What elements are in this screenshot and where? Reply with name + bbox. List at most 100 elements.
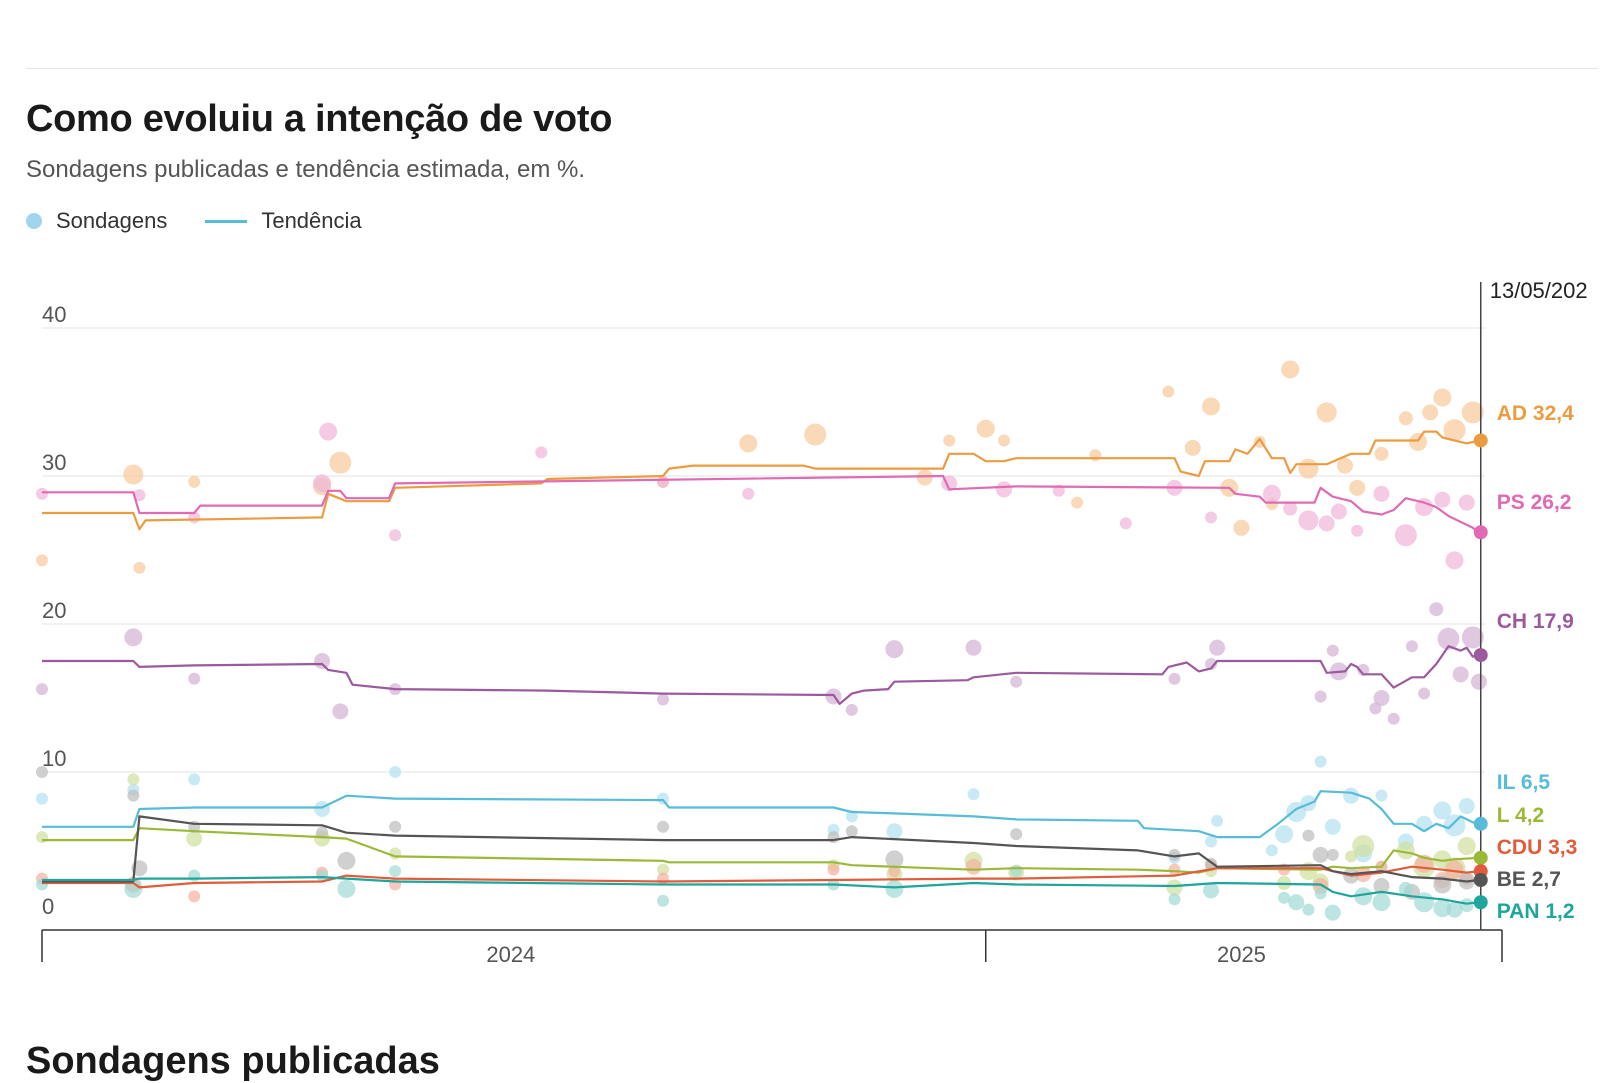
poll-point-il (1416, 815, 1433, 832)
poll-point-ch (188, 672, 201, 685)
poll-point-be (1168, 848, 1181, 861)
poll-point-ad (1349, 479, 1366, 496)
poll-point-ad (943, 434, 956, 447)
poll-point-ps (1330, 503, 1347, 520)
trend-line-ps (42, 474, 1480, 534)
poll-point-ps (535, 446, 548, 459)
poll-point-ps (1351, 524, 1364, 537)
poll-point-pan (337, 879, 356, 898)
trend-line-ad (42, 430, 1480, 531)
poll-point-ad (1233, 519, 1250, 536)
poll-point-ch (1357, 663, 1370, 676)
poll-point-ps (1052, 484, 1065, 497)
poll-point-pan (1278, 891, 1291, 904)
poll-point-ad (1316, 402, 1337, 423)
poll-point-ps (1394, 524, 1417, 547)
poll-point-il (1375, 789, 1388, 802)
line-chart[interactable]: 0 10 20 30 40 2024 2025 13/05/202 AD 32,4 PS 26,2… (0, 270, 1620, 1010)
y-tick-label: 40 (42, 302, 66, 327)
poll-point-ps (1434, 491, 1451, 508)
end-marker-be (1473, 873, 1488, 888)
poll-point-pan (1354, 887, 1373, 906)
poll-point-ad (123, 464, 144, 485)
end-label-l: L 4,2 (1497, 804, 1544, 827)
poll-point-ad (1162, 385, 1175, 398)
poll-point-ad (1281, 360, 1300, 379)
poll-point-l (1299, 862, 1318, 881)
poll-point-pan (1324, 904, 1341, 921)
poll-point-ps (36, 487, 48, 500)
end-marker-il (1473, 816, 1488, 831)
poll-point-pan (1398, 881, 1413, 896)
poll-point-be (1326, 848, 1339, 861)
poll-point-ch (314, 653, 331, 669)
poll-point-il (657, 792, 670, 805)
poll-point-pan (1446, 901, 1463, 918)
poll-point-cdu (657, 872, 670, 885)
poll-point-ch (1405, 640, 1418, 653)
poll-point-pan (1010, 865, 1023, 878)
poll-point-il (1443, 814, 1466, 837)
poll-point-cdu (1445, 860, 1464, 879)
poll-point-il (1314, 755, 1327, 768)
poll-point-ch (1470, 673, 1487, 690)
end-label-cdu: CDU 3,3 (1497, 836, 1578, 859)
legend-polls-label: Sondagens (56, 208, 168, 233)
poll-point-ad (916, 469, 933, 486)
poll-point-ad (1422, 404, 1439, 421)
poll-point-ch (332, 703, 349, 720)
end-label-be: BE 2,7 (1497, 868, 1561, 891)
y-tick-label: 30 (42, 450, 66, 475)
legend-item-polls: Sondagens (26, 208, 167, 234)
poll-dot-icon (26, 213, 42, 229)
poll-point-pan (1459, 898, 1474, 913)
poll-point-il (188, 773, 201, 786)
poll-point-l (1345, 850, 1358, 863)
poll-point-l (127, 773, 140, 786)
poll-point-ch (657, 693, 670, 706)
x-tick-label: 2024 (486, 942, 535, 967)
poll-point-ad (1298, 458, 1319, 479)
poll-point-ps (1283, 501, 1298, 516)
poll-point-il (886, 823, 903, 840)
poll-point-pan (1433, 899, 1452, 918)
poll-point-ch (1373, 690, 1390, 706)
end-label-il: IL 6,5 (1497, 771, 1551, 794)
poll-point-be (885, 850, 904, 869)
poll-point-cdu (965, 858, 982, 875)
poll-point-ps (1373, 485, 1390, 502)
poll-point-ch (885, 640, 904, 659)
y-tick-label: 0 (42, 894, 54, 919)
poll-point-l (1352, 835, 1375, 857)
chart-legend: Sondagens Tendência (26, 208, 400, 234)
chart-subtitle: Sondagens publicadas e tendência estimad… (26, 156, 586, 183)
trend-line-l (42, 827, 1479, 874)
poll-point-ch (845, 703, 858, 716)
poll-point-ps (1318, 515, 1335, 532)
poll-point-pan (885, 879, 904, 898)
poll-point-be (1373, 877, 1390, 894)
poll-point-ch (1461, 626, 1484, 649)
poll-point-ad (1184, 439, 1201, 456)
poll-point-ch (1326, 644, 1339, 657)
end-marker-l (1473, 850, 1488, 865)
poll-point-ad (36, 554, 48, 567)
poll-point-ps (1445, 551, 1464, 570)
poll-point-ad (1202, 397, 1221, 416)
poll-point-be (316, 826, 329, 839)
poll-point-ps (319, 422, 338, 441)
top-divider (26, 68, 1598, 69)
poll-point-l (389, 847, 402, 860)
poll-point-be (1010, 828, 1023, 841)
poll-point-ps (1205, 511, 1218, 524)
poll-point-be (36, 766, 48, 778)
poll-point-ch (1418, 687, 1431, 700)
trend-line-pan (42, 876, 1480, 905)
poll-point-pan (1203, 882, 1220, 899)
poll-point-il (314, 801, 331, 817)
poll-point-il (1458, 798, 1475, 815)
poll-point-ps (1298, 510, 1319, 531)
poll-point-ch (1452, 666, 1469, 683)
date-cursor-label: 13/05/202 (1490, 278, 1588, 303)
poll-point-ad (976, 419, 995, 438)
